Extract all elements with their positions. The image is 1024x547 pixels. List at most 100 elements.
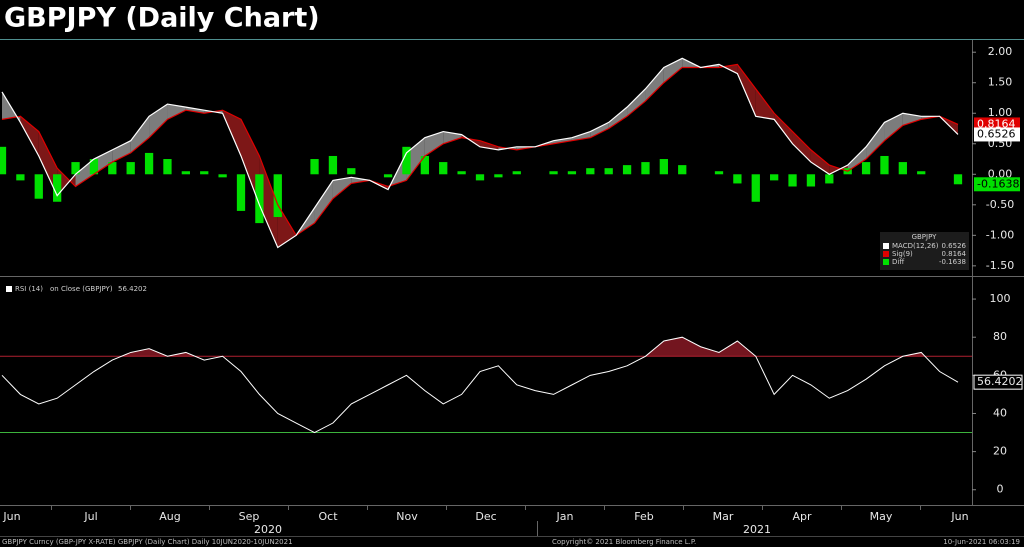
macd-fill bbox=[553, 137, 572, 144]
macd-fill bbox=[645, 67, 664, 102]
year-label: 2020 bbox=[254, 523, 282, 536]
diff-bar bbox=[475, 174, 485, 181]
x-tick-label: Jun bbox=[2, 510, 20, 523]
y-tick-label: 2.00 bbox=[988, 45, 1013, 58]
footer-left: GBPJPY Curncy (GBP-JPY X-RATE) GBPJPY (D… bbox=[2, 538, 293, 546]
x-tick-label: Nov bbox=[396, 510, 418, 523]
macd-fill bbox=[259, 155, 278, 248]
diff-bar bbox=[108, 162, 117, 175]
x-tick-label: Feb bbox=[634, 510, 653, 523]
macd-fill bbox=[737, 64, 756, 117]
macd-fill bbox=[847, 146, 867, 172]
diff-bar bbox=[770, 174, 779, 181]
macd-fill bbox=[332, 177, 352, 199]
legend-box bbox=[880, 232, 969, 270]
macd-fill bbox=[571, 131, 591, 141]
macd-fill bbox=[20, 116, 39, 156]
macd-line bbox=[1, 57, 959, 249]
diff-bar bbox=[200, 171, 209, 175]
macd-fill bbox=[149, 104, 168, 138]
diff-bar bbox=[733, 174, 742, 184]
diff-bar bbox=[825, 174, 834, 184]
value-tag-label: 0.6526 bbox=[977, 127, 1016, 140]
x-tick-label: Jun bbox=[950, 510, 968, 523]
diff-bar bbox=[328, 155, 338, 175]
macd-fill bbox=[277, 204, 297, 248]
macd-fill bbox=[424, 131, 444, 156]
x-tick-label: Aug bbox=[159, 510, 180, 523]
rsi-line bbox=[1, 336, 959, 434]
macd-fill bbox=[884, 113, 903, 141]
macd-fill bbox=[902, 113, 922, 126]
diff-bar bbox=[16, 174, 25, 181]
diff-bar bbox=[604, 168, 613, 175]
y-tick-label: 100 bbox=[990, 292, 1011, 305]
legend-value: -0.1638 bbox=[939, 258, 966, 266]
diff-bar bbox=[89, 159, 99, 175]
macd-fill bbox=[774, 113, 793, 144]
y-tick-label: 40 bbox=[993, 406, 1007, 419]
y-tick-label: 1.00 bbox=[988, 106, 1013, 119]
diff-bar bbox=[512, 171, 521, 175]
macd-fill bbox=[461, 134, 480, 147]
macd-fill bbox=[608, 107, 628, 129]
diff-bar bbox=[861, 162, 871, 175]
diff-bar bbox=[586, 168, 595, 175]
value-tag-label: -0.1638 bbox=[977, 177, 1019, 190]
value-tag bbox=[974, 127, 1020, 142]
macd-fill bbox=[57, 168, 76, 196]
diff-bar bbox=[880, 155, 889, 175]
diff-bar bbox=[236, 174, 246, 211]
y-tick-label: -1.00 bbox=[986, 228, 1014, 241]
x-tick-label: Oct bbox=[318, 510, 338, 523]
diff-bar bbox=[144, 152, 154, 175]
diff-bar bbox=[714, 171, 724, 175]
macd-fill bbox=[185, 107, 205, 114]
legend-label: Diff bbox=[892, 258, 904, 266]
macd-fill bbox=[38, 131, 58, 196]
macd-fill bbox=[130, 116, 150, 153]
year-label: 2021 bbox=[743, 523, 771, 536]
macd-fill bbox=[241, 119, 260, 205]
macd-fill bbox=[112, 140, 131, 163]
y-tick-label: 0 bbox=[997, 483, 1004, 496]
macd-fill bbox=[75, 159, 94, 187]
diff-bar bbox=[163, 159, 172, 175]
legend-label: Sig(9) bbox=[892, 250, 913, 258]
macd-fill bbox=[590, 122, 609, 138]
legend-label: RSI (14) bbox=[15, 285, 43, 293]
diff-bar bbox=[549, 171, 558, 175]
legend-title: GBPJPY bbox=[912, 233, 938, 241]
chart-title: GBPJPY (Daily Chart) bbox=[4, 3, 320, 34]
legend-subtitle: on Close (GBPJPY) bbox=[50, 285, 113, 293]
diff-bar bbox=[420, 155, 429, 175]
y-tick-label: 0.00 bbox=[988, 167, 1013, 180]
diff-bar bbox=[622, 165, 632, 175]
x-tick-label: Apr bbox=[792, 510, 812, 523]
value-tag bbox=[974, 177, 1020, 192]
value-tag bbox=[973, 374, 1023, 390]
x-tick-label: Jan bbox=[556, 510, 574, 523]
diff-bar bbox=[347, 168, 356, 175]
y-tick-label: 20 bbox=[993, 445, 1007, 458]
diff-bar bbox=[806, 174, 816, 187]
macd-fill bbox=[314, 180, 333, 224]
x-tick-label: Dec bbox=[475, 510, 496, 523]
diff-bar bbox=[457, 171, 466, 175]
x-tick-label: May bbox=[870, 510, 893, 523]
y-tick-label: -0.50 bbox=[986, 198, 1014, 211]
diff-bar bbox=[255, 174, 264, 224]
x-tick-label: Sep bbox=[239, 510, 260, 523]
diff-bar bbox=[181, 171, 190, 175]
diff-bar bbox=[273, 174, 282, 218]
macd-fill bbox=[810, 149, 830, 175]
diff-bar bbox=[310, 159, 319, 175]
diff-bar bbox=[567, 171, 577, 175]
diff-bar bbox=[494, 174, 503, 178]
value-tag-label: 0.8164 bbox=[977, 117, 1016, 130]
diff-bar bbox=[439, 162, 448, 175]
diff-bar bbox=[751, 174, 760, 202]
footer-center: Copyright© 2021 Bloomberg Finance L.P. bbox=[552, 538, 696, 546]
